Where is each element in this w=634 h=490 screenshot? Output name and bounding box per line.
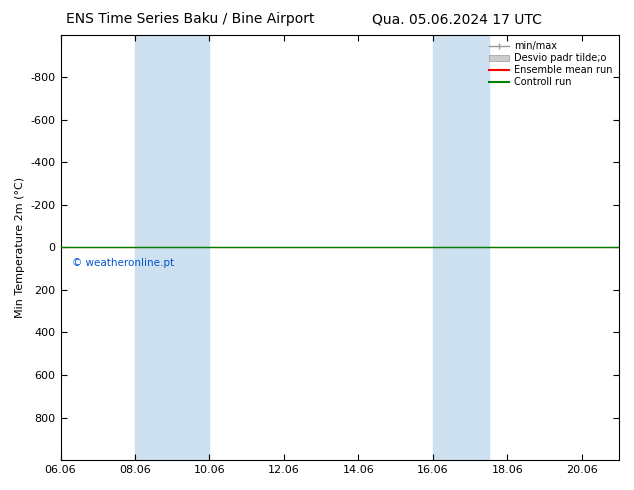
Text: Qua. 05.06.2024 17 UTC: Qua. 05.06.2024 17 UTC [372,12,541,26]
Text: © weatheronline.pt: © weatheronline.pt [72,258,174,268]
Bar [433,35,489,460]
Bar [135,35,209,460]
Legend: min/max, Desvio padr tilde;o, Ensemble mean run, Controll run: min/max, Desvio padr tilde;o, Ensemble m… [488,40,614,89]
Text: ENS Time Series Baku / Bine Airport: ENS Time Series Baku / Bine Airport [66,12,314,26]
Y-axis label: Min Temperature 2m (°C): Min Temperature 2m (°C) [15,177,25,318]
